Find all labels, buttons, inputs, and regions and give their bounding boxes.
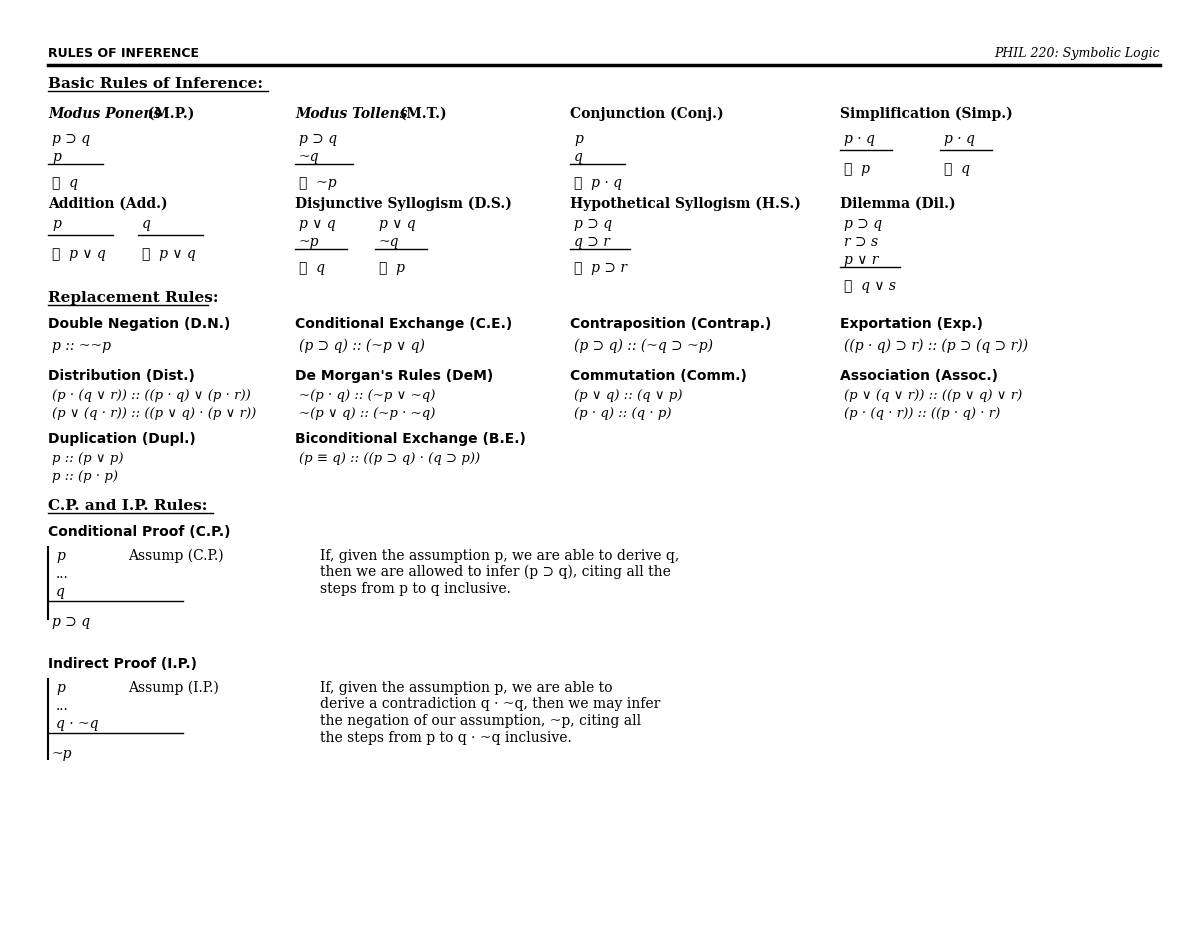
Text: Hypothetical Syllogism (H.S.): Hypothetical Syllogism (H.S.) bbox=[570, 197, 800, 211]
Text: q · ~q: q · ~q bbox=[56, 717, 98, 731]
Text: (p · (q ∨ r)) :: ((p · q) ∨ (p · r)): (p · (q ∨ r)) :: ((p · q) ∨ (p · r)) bbox=[52, 389, 251, 402]
Text: ∴  q ∨ s: ∴ q ∨ s bbox=[844, 279, 896, 293]
Text: Commutation (Comm.): Commutation (Comm.) bbox=[570, 369, 746, 383]
Text: ∴  q: ∴ q bbox=[299, 261, 325, 275]
Text: ∴  p · q: ∴ p · q bbox=[574, 176, 622, 190]
Text: steps from p to q inclusive.: steps from p to q inclusive. bbox=[320, 582, 511, 596]
Text: PHIL 220: Symbolic Logic: PHIL 220: Symbolic Logic bbox=[995, 47, 1160, 60]
Text: ∴  ~p: ∴ ~p bbox=[299, 176, 337, 190]
Text: Conjunction (Conj.): Conjunction (Conj.) bbox=[570, 107, 724, 121]
Text: p: p bbox=[52, 217, 61, 231]
Text: (p ∨ (q ∨ r)) :: ((p ∨ q) ∨ r): (p ∨ (q ∨ r)) :: ((p ∨ q) ∨ r) bbox=[844, 389, 1022, 402]
Text: (p · (q · r)) :: ((p · q) · r): (p · (q · r)) :: ((p · q) · r) bbox=[844, 407, 1001, 420]
Text: Exportation (Exp.): Exportation (Exp.) bbox=[840, 317, 983, 331]
Text: Duplication (Dupl.): Duplication (Dupl.) bbox=[48, 432, 196, 446]
Text: (p ⊃ q) :: (~p ∨ q): (p ⊃ q) :: (~p ∨ q) bbox=[299, 339, 425, 353]
Text: (p · q) :: (q · p): (p · q) :: (q · p) bbox=[574, 407, 672, 420]
Text: Assump (C.P.): Assump (C.P.) bbox=[128, 549, 223, 564]
Text: Modus Ponens: Modus Ponens bbox=[48, 107, 161, 121]
Text: (p ⊃ q) :: (~q ⊃ ~p): (p ⊃ q) :: (~q ⊃ ~p) bbox=[574, 339, 713, 353]
Text: ...: ... bbox=[56, 699, 68, 713]
Text: p ∨ q: p ∨ q bbox=[379, 217, 415, 231]
Text: ~(p ∨ q) :: (~p · ~q): ~(p ∨ q) :: (~p · ~q) bbox=[299, 407, 436, 420]
Text: p ⊃ q: p ⊃ q bbox=[844, 217, 882, 231]
Text: Indirect Proof (I.P.): Indirect Proof (I.P.) bbox=[48, 657, 197, 671]
Text: Contraposition (Contrap.): Contraposition (Contrap.) bbox=[570, 317, 772, 331]
Text: (M.T.): (M.T.) bbox=[395, 107, 446, 121]
Text: (p ∨ (q · r)) :: ((p ∨ q) · (p ∨ r)): (p ∨ (q · r)) :: ((p ∨ q) · (p ∨ r)) bbox=[52, 407, 257, 420]
Text: If, given the assumption p, we are able to derive q,: If, given the assumption p, we are able … bbox=[320, 549, 679, 563]
Text: ~p: ~p bbox=[299, 235, 319, 249]
Text: ~p: ~p bbox=[52, 747, 72, 761]
Text: q ⊃ r: q ⊃ r bbox=[574, 235, 610, 249]
Text: RULES OF INFERENCE: RULES OF INFERENCE bbox=[48, 47, 199, 60]
Text: q: q bbox=[142, 217, 151, 231]
Text: (p ≡ q) :: ((p ⊃ q) · (q ⊃ p)): (p ≡ q) :: ((p ⊃ q) · (q ⊃ p)) bbox=[299, 452, 480, 465]
Text: p ⊃ q: p ⊃ q bbox=[574, 217, 612, 231]
Text: ~q: ~q bbox=[379, 235, 400, 249]
Text: Association (Assoc.): Association (Assoc.) bbox=[840, 369, 998, 383]
Text: q: q bbox=[574, 150, 583, 164]
Text: p: p bbox=[56, 681, 65, 695]
Text: p ⊃ q: p ⊃ q bbox=[299, 132, 337, 146]
Text: ...: ... bbox=[56, 567, 68, 581]
Text: then we are allowed to infer (p ⊃ q), citing all the: then we are allowed to infer (p ⊃ q), ci… bbox=[320, 565, 671, 579]
Text: Assump (I.P.): Assump (I.P.) bbox=[128, 681, 218, 695]
Text: Conditional Exchange (C.E.): Conditional Exchange (C.E.) bbox=[295, 317, 512, 331]
Text: the negation of our assumption, ~p, citing all: the negation of our assumption, ~p, citi… bbox=[320, 714, 641, 728]
Text: ∴  p: ∴ p bbox=[379, 261, 406, 275]
Text: p: p bbox=[56, 549, 65, 563]
Text: De Morgan's Rules (DeM): De Morgan's Rules (DeM) bbox=[295, 369, 493, 383]
Text: ∴  p: ∴ p bbox=[844, 162, 870, 176]
Text: (M.P.): (M.P.) bbox=[143, 107, 194, 121]
Text: Basic Rules of Inference:: Basic Rules of Inference: bbox=[48, 77, 263, 91]
Text: p · q: p · q bbox=[844, 132, 875, 146]
Text: q: q bbox=[56, 585, 65, 599]
Text: ∴  p ∨ q: ∴ p ∨ q bbox=[52, 247, 106, 261]
Text: ∴  p ⊃ r: ∴ p ⊃ r bbox=[574, 261, 628, 275]
Text: Biconditional Exchange (B.E.): Biconditional Exchange (B.E.) bbox=[295, 432, 526, 446]
Text: ~q: ~q bbox=[299, 150, 319, 164]
Text: Distribution (Dist.): Distribution (Dist.) bbox=[48, 369, 194, 383]
Text: C.P. and I.P. Rules:: C.P. and I.P. Rules: bbox=[48, 499, 208, 513]
Text: p ⊃ q: p ⊃ q bbox=[52, 132, 90, 146]
Text: Conditional Proof (C.P.): Conditional Proof (C.P.) bbox=[48, 525, 230, 539]
Text: p ∨ r: p ∨ r bbox=[844, 253, 878, 267]
Text: Dilemma (Dil.): Dilemma (Dil.) bbox=[840, 197, 955, 211]
Text: p ∨ q: p ∨ q bbox=[299, 217, 336, 231]
Text: derive a contradiction q · ~q, then we may infer: derive a contradiction q · ~q, then we m… bbox=[320, 697, 660, 711]
Text: ∴  q: ∴ q bbox=[52, 176, 78, 190]
Text: Disjunctive Syllogism (D.S.): Disjunctive Syllogism (D.S.) bbox=[295, 197, 512, 211]
Text: p :: (p ∨ p): p :: (p ∨ p) bbox=[52, 452, 124, 465]
Text: (p ∨ q) :: (q ∨ p): (p ∨ q) :: (q ∨ p) bbox=[574, 389, 683, 402]
Text: p: p bbox=[574, 132, 583, 146]
Text: p :: (p · p): p :: (p · p) bbox=[52, 470, 118, 483]
Text: p · q: p · q bbox=[944, 132, 974, 146]
Text: Replacement Rules:: Replacement Rules: bbox=[48, 291, 218, 305]
Text: ∴  q: ∴ q bbox=[944, 162, 970, 176]
Text: Modus Tollens: Modus Tollens bbox=[295, 107, 407, 121]
Text: p :: ~~p: p :: ~~p bbox=[52, 339, 112, 353]
Text: the steps from p to q · ~q inclusive.: the steps from p to q · ~q inclusive. bbox=[320, 731, 571, 745]
Text: Addition (Add.): Addition (Add.) bbox=[48, 197, 168, 211]
Text: p: p bbox=[52, 150, 61, 164]
Text: Double Negation (D.N.): Double Negation (D.N.) bbox=[48, 317, 230, 331]
Text: Simplification (Simp.): Simplification (Simp.) bbox=[840, 107, 1013, 121]
Text: ~(p · q) :: (~p ∨ ~q): ~(p · q) :: (~p ∨ ~q) bbox=[299, 389, 436, 402]
Text: ∴  p ∨ q: ∴ p ∨ q bbox=[142, 247, 196, 261]
Text: p ⊃ q: p ⊃ q bbox=[52, 615, 90, 629]
Text: If, given the assumption p, we are able to: If, given the assumption p, we are able … bbox=[320, 681, 612, 695]
Text: r ⊃ s: r ⊃ s bbox=[844, 235, 878, 249]
Text: ((p · q) ⊃ r) :: (p ⊃ (q ⊃ r)): ((p · q) ⊃ r) :: (p ⊃ (q ⊃ r)) bbox=[844, 339, 1028, 353]
